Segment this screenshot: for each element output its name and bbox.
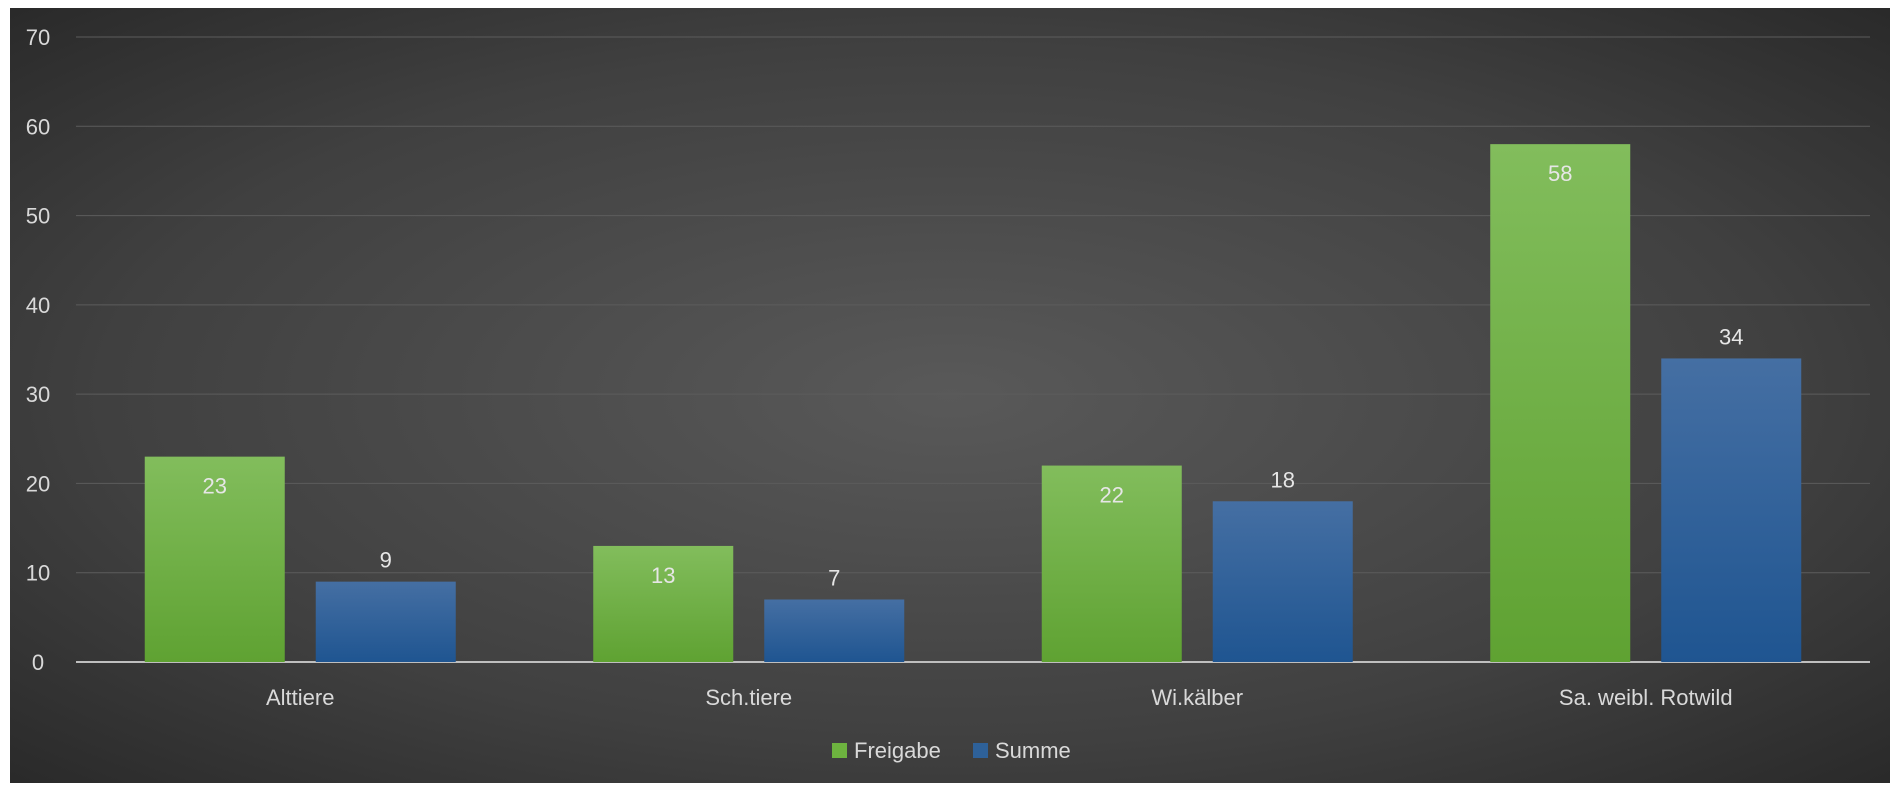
legend-swatch-summe [973, 743, 988, 758]
data-label: 23 [203, 474, 227, 499]
y-axis: 0 10 20 30 40 50 60 70 [26, 25, 50, 675]
data-label: 22 [1100, 483, 1124, 508]
y-tick-label: 10 [26, 561, 50, 586]
bar-summe-2 [1212, 501, 1353, 662]
bars: 23 9 13 7 22 18 58 34 [144, 144, 1802, 663]
data-label: 13 [651, 563, 675, 588]
data-label: 58 [1548, 161, 1572, 186]
bar-freigabe-2 [1041, 465, 1182, 662]
y-tick-label: 40 [26, 293, 50, 318]
data-label: 7 [828, 566, 840, 591]
bar-freigabe-1 [593, 545, 734, 662]
x-axis: Alttiere Sch.tiere Wi.kälber Sa. weibl. Rot… [266, 685, 1733, 710]
bar-summe-1 [764, 599, 905, 662]
y-tick-label: 20 [26, 471, 50, 496]
y-tick-label: 0 [32, 650, 44, 675]
bar-summe-3 [1661, 358, 1802, 662]
y-tick-label: 70 [26, 25, 50, 50]
bar-freigabe-3 [1490, 144, 1631, 663]
y-tick-label: 30 [26, 382, 50, 407]
x-tick-label: Wi.kälber [1151, 685, 1243, 710]
x-tick-label: Sa. weibl. Rotwild [1559, 685, 1733, 710]
y-tick-label: 50 [26, 204, 50, 229]
data-label: 34 [1719, 324, 1743, 349]
bar-summe-0 [315, 581, 456, 662]
legend-label-freigabe: Freigabe [854, 738, 941, 763]
data-label: 18 [1271, 467, 1295, 492]
data-label: 9 [380, 548, 392, 573]
x-tick-label: Sch.tiere [705, 685, 792, 710]
legend-label-summe: Summe [995, 738, 1071, 763]
x-tick-label: Alttiere [266, 685, 334, 710]
y-tick-label: 60 [26, 114, 50, 139]
bar-freigabe-0 [144, 456, 285, 662]
legend: Freigabe Summe [832, 738, 1071, 763]
legend-swatch-freigabe [832, 743, 847, 758]
